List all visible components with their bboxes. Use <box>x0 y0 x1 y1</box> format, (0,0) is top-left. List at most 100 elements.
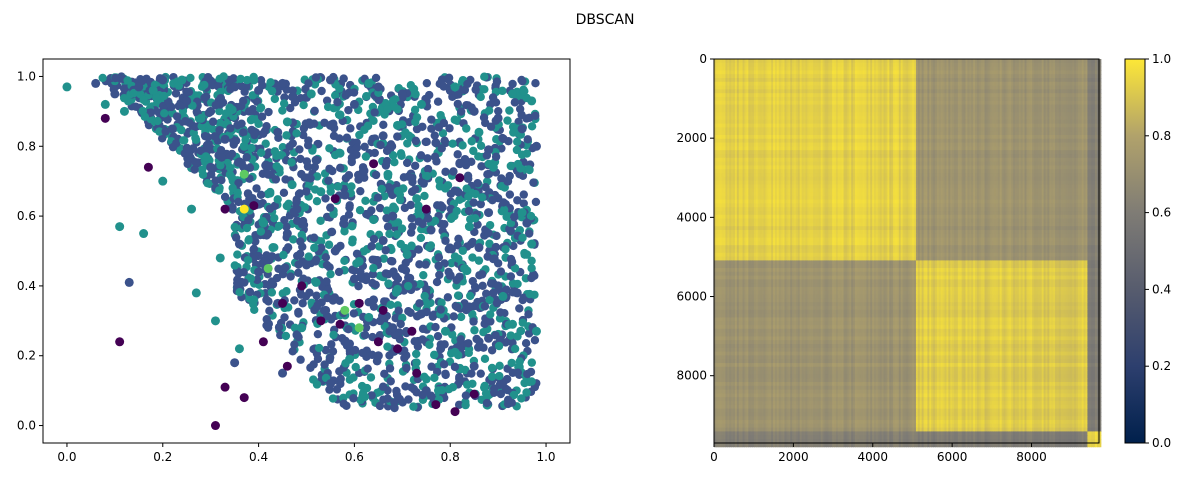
scatter-y-tick-label: 0.4 <box>17 279 36 293</box>
scatter-point <box>261 127 269 135</box>
scatter-point <box>501 245 509 253</box>
scatter-point-cluster_0 <box>350 274 359 283</box>
scatter-point-cluster_0 <box>230 82 239 91</box>
scatter-point <box>325 165 333 173</box>
scatter-point <box>483 399 491 407</box>
scatter-point <box>422 138 430 146</box>
scatter-point-cluster_0 <box>455 159 464 168</box>
scatter-point-cluster_0 <box>379 236 388 245</box>
scatter-point-cluster_0 <box>518 124 527 133</box>
scatter-point-cluster_0 <box>369 295 378 304</box>
scatter-point <box>523 250 531 258</box>
scatter-point <box>257 103 265 111</box>
scatter-point <box>98 74 106 82</box>
scatter-point <box>488 196 496 204</box>
scatter-point <box>507 272 515 280</box>
scatter-y-axis: 0.00.20.40.60.81.0 <box>17 69 43 432</box>
scatter-point <box>362 92 370 100</box>
scatter-point-cluster_1 <box>62 82 71 91</box>
scatter-point <box>266 189 274 197</box>
scatter-point <box>524 135 532 143</box>
scatter-point <box>276 151 284 159</box>
scatter-point <box>506 190 514 198</box>
scatter-point <box>404 282 412 290</box>
scatter-point <box>282 332 290 340</box>
scatter-point-cluster_0 <box>374 82 383 91</box>
scatter-point <box>423 79 431 87</box>
scatter-point <box>184 145 192 153</box>
scatter-point-cluster_3 <box>240 205 249 214</box>
scatter-point-cluster_1 <box>508 89 517 98</box>
scatter-point <box>139 96 147 104</box>
scatter-point-cluster_1 <box>451 348 460 357</box>
scatter-point <box>132 102 140 110</box>
scatter-point-cluster_0 <box>522 219 531 228</box>
scatter-point <box>478 270 486 278</box>
scatter-point <box>315 344 323 352</box>
scatter-point <box>427 115 435 123</box>
scatter-point <box>451 116 459 124</box>
scatter-point <box>503 116 511 124</box>
scatter-point-cluster_0 <box>470 362 479 371</box>
scatter-point <box>532 198 540 206</box>
scatter-point <box>219 72 227 80</box>
scatter-point <box>527 377 535 385</box>
scatter-point <box>463 380 471 388</box>
scatter-point-cluster_1 <box>451 82 460 91</box>
scatter-point <box>449 167 457 175</box>
scatter-point-cluster_1 <box>364 79 373 88</box>
scatter-point <box>265 307 273 315</box>
scatter-point <box>236 75 244 83</box>
scatter-point <box>348 158 356 166</box>
scatter-point <box>390 102 398 110</box>
scatter-point-cluster_1 <box>518 208 527 217</box>
scatter-point <box>473 179 481 187</box>
scatter-point <box>312 73 320 81</box>
scatter-point <box>367 242 375 250</box>
scatter-point-cluster_0 <box>431 138 440 147</box>
scatter-point-cluster_1 <box>249 75 258 84</box>
scatter-point-cluster_1 <box>235 344 244 353</box>
scatter-point <box>209 117 217 125</box>
scatter-point-cluster_0 <box>230 358 239 367</box>
scatter-point <box>385 183 393 191</box>
scatter-point <box>185 119 193 127</box>
scatter-point <box>488 364 496 372</box>
scatter-point <box>499 198 507 206</box>
scatter-point <box>407 214 415 222</box>
scatter-point <box>531 79 539 87</box>
scatter-point <box>190 165 198 173</box>
scatter-point <box>402 364 410 372</box>
scatter-point <box>272 162 280 170</box>
scatter-point <box>336 164 344 172</box>
scatter-point-cluster_1 <box>115 222 124 231</box>
scatter-point <box>369 264 377 272</box>
scatter-point-noise <box>431 400 440 409</box>
scatter-point-noise <box>393 344 402 353</box>
scatter-point <box>279 251 287 259</box>
scatter-point-cluster_0 <box>273 128 282 137</box>
scatter-point <box>448 213 456 221</box>
scatter-point <box>469 198 477 206</box>
scatter-point <box>345 171 353 179</box>
scatter-point <box>421 260 429 268</box>
scatter-point <box>455 375 463 383</box>
scatter-point-cluster_0 <box>513 288 522 297</box>
scatter-point <box>423 172 431 180</box>
scatter-point <box>268 252 276 260</box>
scatter-plot: 0.0 0.2 0.4 0.6 0.8 1.0 0.00.20.40.60.81.0 <box>17 59 570 464</box>
scatter-point-cluster_1 <box>120 107 129 116</box>
scatter-point <box>407 383 415 391</box>
scatter-point <box>226 124 234 132</box>
scatter-point <box>420 292 428 300</box>
scatter-point <box>367 373 375 381</box>
scatter-point <box>335 367 343 375</box>
scatter-point-cluster_0 <box>436 344 445 353</box>
scatter-point <box>356 206 364 214</box>
scatter-point <box>435 271 443 279</box>
scatter-point <box>325 144 333 152</box>
scatter-y-tick-label: 0.8 <box>17 139 36 153</box>
scatter-point <box>522 339 530 347</box>
scatter-point <box>394 187 402 195</box>
